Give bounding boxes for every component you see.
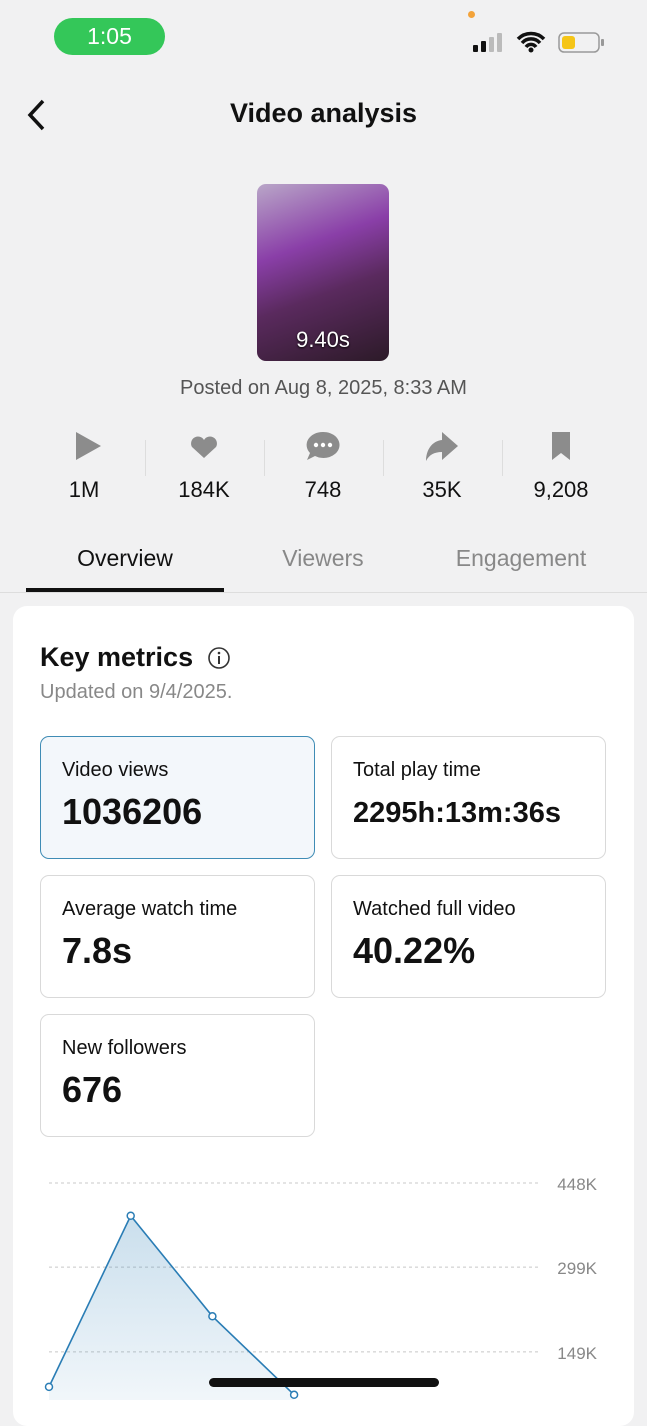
data-point: [289, 1390, 299, 1400]
tab-divider: [0, 592, 647, 593]
metric-value: 7.8s: [62, 930, 133, 971]
metric-box[interactable]: Video views 1036206: [40, 736, 315, 859]
home-indicator: [209, 1378, 439, 1387]
data-point: [44, 1382, 54, 1392]
tab[interactable]: Engagement: [455, 545, 587, 571]
section-title: Key metrics: [40, 642, 194, 672]
video-duration: 9.40s: [296, 327, 350, 352]
metric-box[interactable]: New followers 676: [40, 1014, 315, 1137]
stat-icons: [76, 431, 570, 461]
metric-label: New followers: [62, 1037, 187, 1059]
stat-value: 748: [304, 477, 342, 502]
divider: [383, 440, 384, 476]
tab[interactable]: Viewers: [282, 545, 364, 571]
divider: [145, 440, 146, 476]
info-icon[interactable]: [207, 646, 231, 670]
metric-label: Video views: [62, 759, 169, 781]
status-icons: [473, 31, 604, 53]
y-tick-label: 299K: [557, 1259, 597, 1278]
divider: [264, 440, 265, 476]
status-time: 1:05: [54, 18, 165, 55]
metric-value: 676: [62, 1069, 123, 1110]
updated-date: Updated on 9/4/2025.: [40, 681, 233, 703]
chart: 149K 299K 448K: [44, 1175, 598, 1400]
stat-value: 184K: [178, 477, 230, 502]
line: [48, 1214, 295, 1396]
data-point: [208, 1312, 217, 1321]
page-title: Video analysis: [229, 98, 418, 128]
video-thumbnail[interactable]: 9.40s: [257, 184, 389, 361]
area: [49, 1215, 295, 1400]
metric-value: 1036206: [62, 791, 203, 832]
metric-label: Watched full video: [353, 898, 516, 920]
y-tick-label: 149K: [557, 1344, 597, 1363]
stat-value: 1M: [68, 477, 100, 502]
metric-box[interactable]: Total play time 2295h:13m:36s: [331, 736, 606, 859]
metric-box[interactable]: Average watch time 7.8s: [40, 875, 315, 998]
back-button[interactable]: [24, 98, 50, 132]
stat-value: 35K: [422, 477, 462, 502]
metric-value: 40.22%: [353, 930, 476, 971]
posted-date: Posted on Aug 8, 2025, 8:33 AM: [180, 377, 467, 399]
tab-indicator: [26, 588, 224, 592]
divider: [502, 440, 503, 476]
metric-value: 2295h:13m:36s: [353, 797, 561, 829]
metric-box[interactable]: Watched full video 40.22%: [331, 875, 606, 998]
metric-label: Total play time: [353, 759, 481, 781]
data-point: [126, 1211, 135, 1221]
metric-label: Average watch time: [62, 898, 238, 920]
y-tick-label: 448K: [557, 1175, 597, 1194]
privacy-dot: [468, 11, 475, 18]
stat-value: 9,208: [533, 477, 589, 502]
tab[interactable]: Overview: [77, 545, 173, 571]
